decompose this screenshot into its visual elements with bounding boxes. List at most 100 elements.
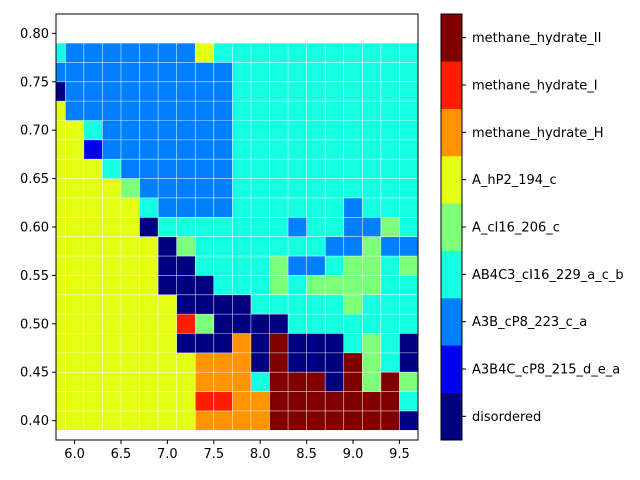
heatmap-cell: [269, 197, 289, 218]
heatmap-cell: [158, 81, 177, 102]
heatmap-cell: [102, 372, 121, 392]
heatmap-cell: [362, 62, 381, 82]
heatmap-cell: [176, 391, 196, 411]
heatmap-cell: [158, 410, 177, 431]
y-tick-label: 0.65: [20, 172, 49, 187]
heatmap-cell: [343, 314, 363, 334]
heatmap-cell: [232, 275, 251, 295]
heatmap-cell: [288, 43, 307, 63]
heatmap-cell: [176, 81, 196, 102]
heatmap-cell: [176, 294, 196, 315]
heatmap-cell: [250, 410, 270, 431]
heatmap-cell: [120, 101, 140, 121]
heatmap-cell: [288, 81, 307, 102]
heatmap-cell: [250, 217, 270, 237]
heatmap-cell: [195, 81, 214, 102]
heatmap-cell: [306, 120, 326, 140]
heatmap-cell: [269, 372, 289, 392]
heatmap-cell: [306, 275, 326, 295]
heatmap-cell: [56, 178, 66, 198]
x-tick-label: 7.5: [203, 447, 224, 462]
heatmap-cell: [83, 314, 103, 334]
heatmap-cell: [120, 372, 140, 392]
heatmap-cell: [325, 256, 344, 276]
heatmap-cell: [120, 217, 140, 237]
colorbar-label: disordered: [472, 410, 541, 425]
heatmap-cell: [362, 159, 381, 179]
heatmap-cell: [176, 410, 196, 431]
heatmap-cell: [213, 139, 233, 160]
heatmap-cell: [269, 236, 289, 257]
heatmap-cell: [232, 81, 251, 102]
heatmap-cell: [158, 314, 177, 334]
heatmap-cell: [56, 275, 66, 295]
heatmap-cell: [213, 81, 233, 102]
heatmap-cell: [380, 101, 400, 121]
heatmap-cell: [399, 275, 418, 295]
heatmap-cell: [269, 352, 289, 373]
heatmap-cell: [120, 236, 140, 257]
heatmap-cell: [120, 139, 140, 160]
heatmap-cell: [102, 120, 121, 140]
heatmap-cell: [325, 197, 344, 218]
heatmap-cell: [176, 314, 196, 334]
heatmap-cell: [250, 256, 270, 276]
heatmap-cell: [139, 372, 159, 392]
heatmap-cell: [158, 294, 177, 315]
heatmap-cell: [83, 391, 103, 411]
y-tick-label: 0.80: [20, 27, 49, 42]
heatmap-cell: [158, 120, 177, 140]
heatmap-cell: [195, 256, 214, 276]
heatmap-cell: [232, 410, 251, 431]
heatmap-cell: [102, 101, 121, 121]
heatmap-cell: [158, 391, 177, 411]
heatmap-cell: [139, 352, 159, 373]
heatmap-cell: [362, 391, 381, 411]
heatmap-cell: [65, 372, 84, 392]
heatmap-cell: [83, 372, 103, 392]
heatmap-cell: [213, 410, 233, 431]
heatmap-cell: [380, 62, 400, 82]
heatmap-cell: [120, 294, 140, 315]
heatmap-cell: [83, 120, 103, 140]
heatmap-cell: [195, 62, 214, 82]
heatmap-cell: [306, 391, 326, 411]
heatmap-cell: [288, 197, 307, 218]
heatmap-cell: [232, 120, 251, 140]
heatmap-cell: [65, 410, 84, 431]
heatmap-cell: [380, 314, 400, 334]
heatmap-cell: [399, 217, 418, 237]
heatmap-cell: [362, 410, 381, 431]
heatmap-cell: [399, 236, 418, 257]
heatmap-cell: [102, 391, 121, 411]
heatmap-gridlines: [56, 14, 418, 440]
heatmap-cell: [232, 159, 251, 179]
heatmap-cell: [399, 256, 418, 276]
heatmap-cell: [288, 333, 307, 353]
heatmap-cell: [213, 197, 233, 218]
heatmap-cell: [232, 294, 251, 315]
heatmap-cell: [325, 62, 344, 82]
heatmap-cell: [250, 333, 270, 353]
heatmap-cell: [250, 139, 270, 160]
heatmap-cell: [288, 101, 307, 121]
heatmap-cell: [380, 294, 400, 315]
x-axis: 6.0 6.5 7.0 7.5 8.0 8.5 9.0 9.5: [64, 440, 410, 462]
heatmap-cell: [65, 314, 84, 334]
heatmap-cell: [195, 101, 214, 121]
heatmap-cell: [56, 333, 66, 353]
heatmap-cell: [158, 43, 177, 63]
heatmap-cell: [380, 333, 400, 353]
heatmap-cell: [325, 352, 344, 373]
heatmap-cell: [176, 43, 196, 63]
x-tick-label: 8.5: [296, 447, 317, 462]
heatmap-cell: [120, 62, 140, 82]
y-tick-label: 0.55: [20, 269, 49, 284]
heatmap-cell: [325, 81, 344, 102]
colorbar-segment: [441, 392, 462, 441]
heatmap-cell: [65, 352, 84, 373]
colorbar-label: A_cI16_206_c: [472, 221, 560, 236]
heatmap-cell: [83, 333, 103, 353]
heatmap-cell: [83, 294, 103, 315]
heatmap-cell: [56, 101, 66, 121]
